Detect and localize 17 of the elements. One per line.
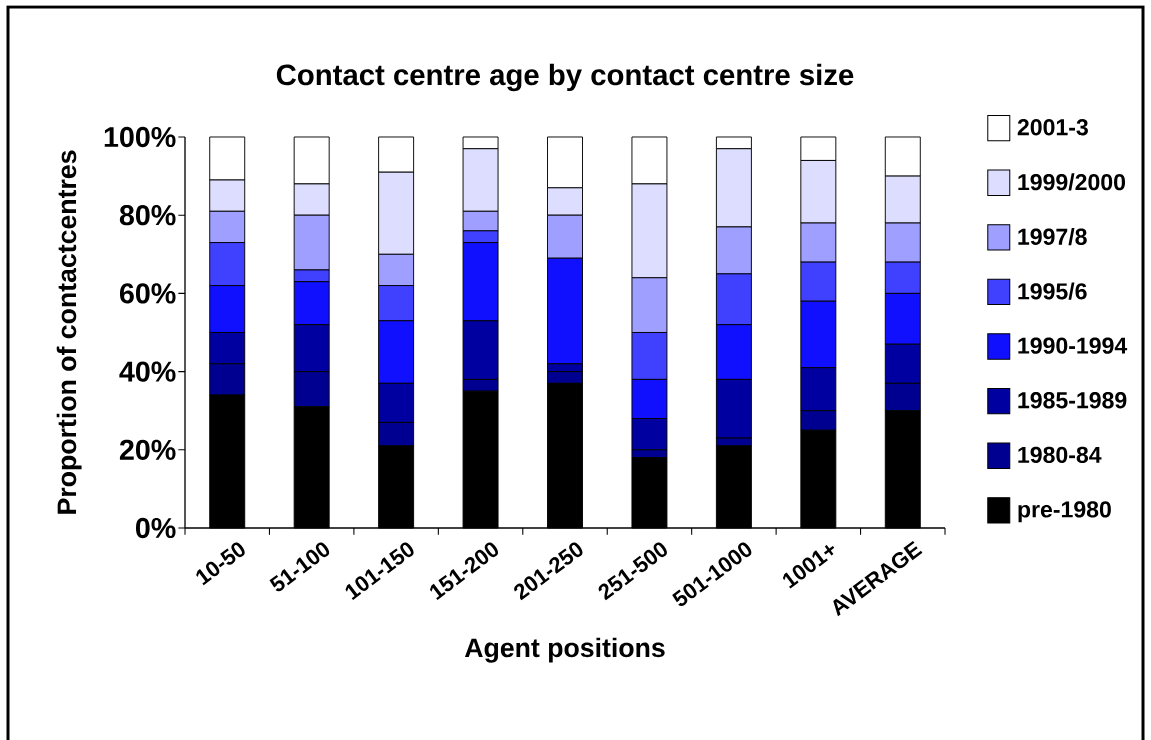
legend-label: 1990-1994 — [1018, 337, 1128, 354]
legend-label: 1995/6 — [1018, 282, 1087, 300]
y-tick-label: 80% — [119, 205, 176, 226]
legend-label: pre-1980 — [1018, 501, 1111, 523]
legend-label: 1980-84 — [1018, 446, 1102, 463]
legend-label: 1997/8 — [1018, 227, 1087, 246]
y-axis-title: Proportion of contactcentres — [56, 150, 82, 514]
y-tick-label: 20% — [119, 439, 176, 460]
y-tick-label: 0% — [135, 517, 176, 539]
legend-label: 2001-3 — [1017, 119, 1088, 136]
legend-label: 1985-1989 — [1018, 392, 1127, 409]
chart-title: Contact centre age by contact centre size — [276, 63, 854, 92]
y-tick-label: 100% — [104, 126, 176, 148]
y-tick-label: 40% — [119, 361, 176, 382]
x-axis-title: Agent positions — [464, 637, 665, 663]
y-tick-label: 60% — [119, 283, 176, 304]
legend-label: 1999/2000 — [1018, 173, 1126, 191]
